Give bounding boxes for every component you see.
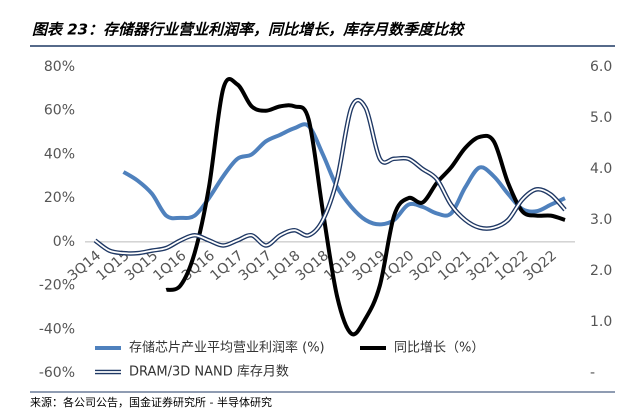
chart-title: 图表 23：存储器行业营业利润率，同比增长，库存月数季度比较 [32, 21, 466, 39]
y2-tick-label: 6.0 [590, 59, 612, 75]
y-tick-label: 0% [53, 234, 75, 250]
source: 来源：各公司公告，国金证券研究所 - 半导体研究 [30, 395, 272, 409]
series-line-inner [94, 99, 566, 255]
legend-label: 同比增长（%） [394, 341, 484, 356]
legend-label: 存储芯片产业平均营业利润率 (%) [129, 340, 325, 356]
y-tick-label: 20% [44, 190, 75, 206]
y2-tick-label: - [590, 365, 595, 381]
y-tick-label: -20% [39, 278, 75, 294]
y2-tick-label: 2.0 [590, 263, 612, 279]
legend-label: DRAM/3D NAND 库存月数 [129, 364, 289, 380]
x-tick-label: 3Q22 [521, 248, 560, 285]
y2-tick-label: 1.0 [590, 314, 612, 330]
y2-tick-label: 5.0 [590, 110, 612, 126]
y-tick-label: 60% [44, 103, 75, 119]
y2-tick-label: 4.0 [590, 161, 612, 177]
y-tick-label: -40% [39, 321, 75, 337]
series-line [165, 77, 566, 337]
series-line [122, 122, 566, 227]
y-tick-label: -60% [39, 365, 75, 381]
y-tick-label: 40% [44, 146, 75, 162]
y2-tick-label: 3.0 [590, 212, 612, 228]
y-tick-label: 80% [44, 59, 75, 75]
